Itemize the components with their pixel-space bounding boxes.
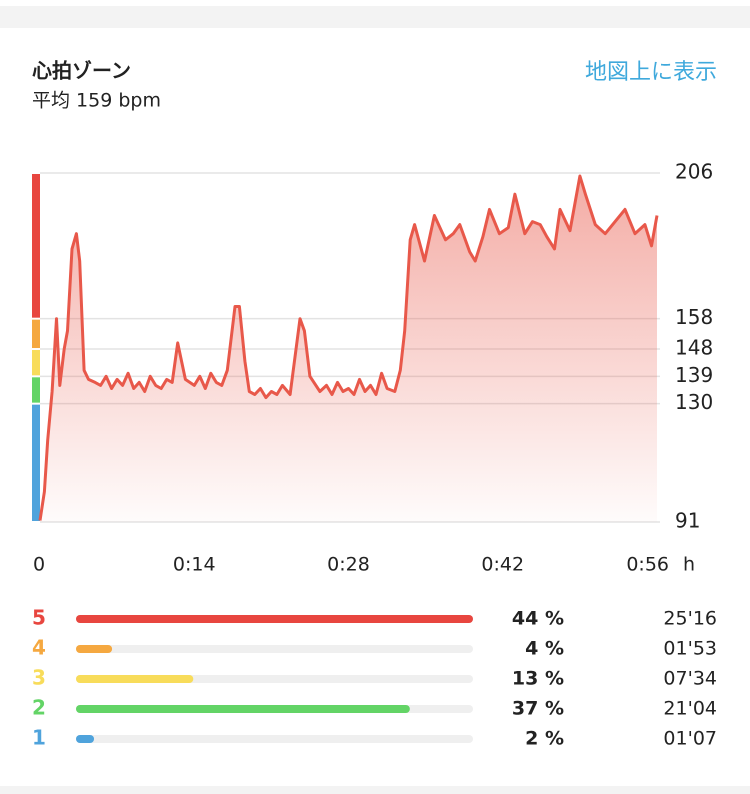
x-tick-label: 0:28 (327, 554, 370, 576)
zone-number: 1 (32, 726, 46, 750)
zone-strip (32, 319, 40, 349)
zone-number: 5 (32, 606, 46, 630)
zone-number: 3 (32, 666, 46, 690)
heart-rate-area (40, 176, 657, 522)
zone-time: 25'16 (663, 608, 717, 630)
y-tick-label: 206 (675, 160, 713, 184)
zone-number: 2 (32, 696, 46, 720)
zone-percent: 44 % (512, 608, 564, 630)
zone-number: 4 (32, 636, 46, 660)
zone-time: 21'04 (663, 698, 717, 720)
zone-time: 07'34 (663, 668, 717, 690)
zone-time: 01'53 (663, 638, 717, 660)
zone-strip (32, 174, 40, 318)
zone-bar (76, 705, 410, 713)
x-tick-label: 0:42 (481, 554, 524, 576)
zone-percent: 2 % (525, 728, 564, 750)
zone-percent: 37 % (512, 698, 564, 720)
show-on-map-link[interactable]: 地図上に表示 (585, 60, 717, 85)
zone-bar-track (76, 645, 473, 653)
x-tick-label: 0 (33, 554, 45, 576)
zone-list: 5 44 % 25'164 4 % 01'533 13 % 07'342 37 % 21'041… (32, 606, 717, 750)
heart-rate-chart: 91 130 139 148 158 206 0 0:14 0:28 0:42 0:56 h (32, 160, 713, 576)
zone-time: 01'07 (663, 728, 717, 750)
zone-bar (76, 735, 95, 743)
zone-bar (76, 675, 194, 683)
zone-bar (76, 645, 113, 653)
y-tick-label: 91 (675, 509, 700, 533)
card-subtitle: 平均 159 bpm (32, 90, 161, 112)
y-tick-label: 158 (675, 305, 713, 329)
zone-percent: 13 % (512, 668, 564, 690)
y-tick-label: 130 (675, 390, 713, 414)
heart-rate-line (38, 174, 659, 521)
zone-strip (32, 404, 40, 521)
y-tick-label: 139 (675, 363, 713, 387)
zone-strip (32, 350, 40, 376)
x-tick-label: 0:14 (173, 554, 216, 576)
y-tick-label: 148 (675, 336, 713, 360)
x-unit-label: h (683, 554, 695, 576)
zone-percent: 4 % (525, 638, 564, 660)
zone-bar-track (76, 735, 473, 743)
card-title: 心拍ゾーン (32, 59, 131, 83)
top-strip (0, 6, 750, 28)
x-tick-label: 0:56 (626, 554, 669, 576)
zone-bar (76, 615, 473, 623)
bottom-strip (0, 786, 750, 794)
zone-strip (32, 377, 40, 403)
